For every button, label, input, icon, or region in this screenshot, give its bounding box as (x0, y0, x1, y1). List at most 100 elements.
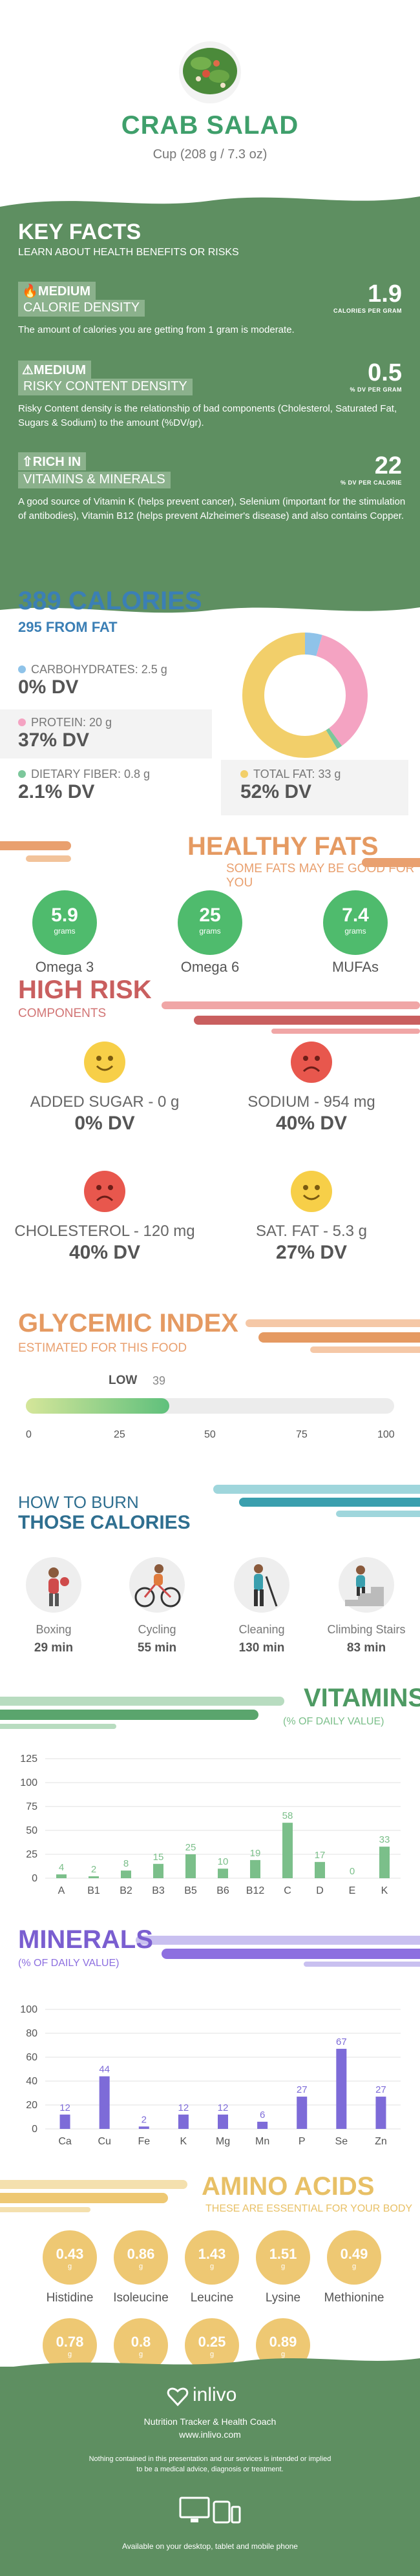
sad-face-icon (291, 1042, 332, 1083)
protein-dot (18, 718, 26, 726)
minerals-bar-Zn (375, 2097, 386, 2129)
minerals-category-Fe: Fe (138, 2136, 150, 2147)
minerals-bar-Cu (99, 2076, 110, 2129)
vitamins-y-tick: 125 (20, 1754, 37, 1764)
arrow-up-icon: ⇧ (22, 455, 33, 469)
vitamins-category-B1: B1 (87, 1885, 100, 1896)
high-risk-stripes (0, 994, 420, 1039)
vitamins-category-B12: B12 (246, 1885, 265, 1896)
glycemic-tick-75: 75 (296, 1429, 308, 1440)
burn-stripes (0, 1481, 420, 1520)
amino-label-isoleucine: Isoleucine (113, 2291, 169, 2305)
vitamins-category-B5: B5 (184, 1885, 197, 1896)
cholesterol-dv: 40% DV (68, 1242, 141, 1263)
minerals-value-label-P: 27 (297, 2084, 308, 2095)
vitamins-y-tick: 50 (26, 1825, 37, 1836)
omega-6-label: Omega 6 (180, 959, 240, 975)
minerals-bar-Mn (257, 2121, 268, 2129)
minerals-category-Mn: Mn (255, 2136, 269, 2147)
salad-image (173, 31, 247, 106)
mufas-circle: 7.4 grams (323, 890, 388, 955)
cleaning-label: Cleaning (238, 1623, 285, 1636)
devices-icon (178, 2495, 242, 2528)
amino-unit: g (67, 2351, 72, 2358)
vitamins-category-A: A (58, 1885, 65, 1896)
calorie-density-label: CALORIE DENSITY (18, 300, 145, 317)
protein-block: PROTEIN: 20 g 37% DV (0, 709, 212, 759)
healthy-fats-subtitle: SOME FATS MAY BE GOOD FOR YOU (226, 862, 415, 890)
vitamins-y-tick: 100 (20, 1777, 37, 1788)
vitamins-bar-B2 (121, 1870, 131, 1878)
minerals-value-label-Ca: 12 (59, 2102, 70, 2113)
minerals-value-label-Cu: 44 (99, 2064, 110, 2075)
protein-label: PROTEIN: 20 g (31, 716, 112, 729)
serving-size: Cup (208 g / 7.3 oz) (152, 147, 268, 162)
amino-value: 0.49 (340, 2246, 368, 2262)
amino-label-leucine: Leucine (190, 2291, 234, 2305)
vitamins-bar-B6 (218, 1869, 228, 1878)
minerals-value-label-K: 12 (178, 2102, 189, 2113)
stairs-label: Climbing Stairs (327, 1623, 406, 1636)
glycemic-subtitle: ESTIMATED FOR THIS FOOD (18, 1341, 187, 1355)
donut-slice-protein (315, 634, 368, 746)
added-sugar-label: ADDED SUGAR - 0 g (30, 1093, 180, 1111)
amino-stripes (0, 2175, 420, 2214)
omega-3-circle: 5.9 grams (32, 890, 97, 955)
fiber-dot (18, 770, 26, 778)
minerals-category-Ca: Ca (58, 2136, 72, 2147)
vitamins-y-tick: 25 (26, 1849, 37, 1860)
vitamins-subtitle: (% OF DAILY VALUE) (283, 1716, 384, 1727)
high-risk-subtitle: COMPONENTS (18, 1007, 107, 1020)
macro-donut-chart (240, 631, 370, 760)
stairs-time: 83 min (346, 1641, 386, 1655)
minerals-bar-P (297, 2097, 308, 2129)
vitamins-bar-D (315, 1861, 325, 1878)
minerals-subtitle: (% OF DAILY VALUE) (18, 1958, 120, 1969)
minerals-title: MINERALS (18, 1925, 153, 1954)
donut-slice-fat (242, 633, 337, 758)
added-sugar-dv: 0% DV (74, 1113, 135, 1134)
footer-availability: Available on your desktop, tablet and mo… (122, 2542, 298, 2551)
glycemic-value: 39 (152, 1374, 166, 1387)
minerals-category-P: P (299, 2136, 306, 2147)
fat-label: TOTAL FAT: 33 g (253, 768, 341, 780)
vitamins-value-label-B6: 10 (218, 1856, 229, 1867)
vitamins-y-tick: 0 (32, 1873, 37, 1884)
boxing-time: 29 min (34, 1641, 74, 1655)
boxing-label: Boxing (36, 1623, 72, 1636)
vitamins-desc: A good source of Vitamin K (helps preven… (18, 496, 406, 521)
key-facts-bottom-wave (0, 596, 420, 622)
minerals-y-tick: 60 (26, 2052, 37, 2063)
footer-url[interactable]: www.inlivo.com (179, 2429, 241, 2440)
sodium-label: SODIUM - 954 mg (247, 1093, 375, 1111)
minerals-bar-Fe (138, 2126, 149, 2129)
calorie-density-value: 1.9 (368, 280, 402, 308)
cycling-time: 55 min (137, 1641, 177, 1655)
footer-disclaimer-2: to be a medical advice, diagnosis or tre… (136, 2466, 284, 2473)
sodium-dv: 40% DV (275, 1113, 348, 1134)
calorie-density-level: 🔥MEDIUM (18, 282, 96, 300)
minerals-bar-Se (336, 2049, 347, 2129)
amino-value: 0.86 (127, 2246, 155, 2262)
vitamins-bar-B12 (250, 1859, 260, 1878)
calories-title: 389 CALORIES (18, 587, 202, 615)
amino-circle-isoleucine: 0.86 g (114, 2230, 168, 2285)
amino-unit: g (209, 2351, 215, 2358)
minerals-value-label-Mg: 12 (218, 2102, 229, 2113)
vitamins-title: VITAMINS (304, 1684, 420, 1712)
vitamins-bar-B1 (89, 1876, 99, 1878)
vitamins-value-label-B2: 8 (123, 1858, 129, 1869)
calorie-density-unit: CALORIES PER GRAM (333, 308, 402, 314)
vitamins-chart: 0 25 50 75 100 125 4 A 2 B1 8 B2 15 B3 25 B5 10 B6 19 B12 58… (0, 1746, 420, 1901)
amino-circle-leucine: 1.43 g (185, 2230, 239, 2285)
key-facts-title: KEY FACTS (18, 220, 142, 244)
minerals-bar-K (178, 2114, 189, 2129)
footer (0, 2367, 420, 2576)
fiber-dv: 2.1% DV (18, 781, 95, 802)
amino-circle-methionine: 0.49 g (327, 2230, 381, 2285)
minerals-bar-Mg (218, 2114, 228, 2129)
vitamins-category-B6: B6 (216, 1885, 229, 1896)
high-risk-title: HIGH RISK (18, 976, 152, 1004)
amino-unit: g (209, 2263, 215, 2270)
carbohydrates-block: CARBOHYDRATES: 2.5 g 0% DV (18, 663, 212, 712)
